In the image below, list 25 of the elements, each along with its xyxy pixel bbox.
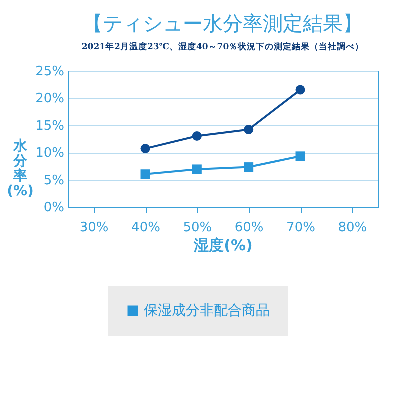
- x-tick-label: 60%: [234, 220, 264, 236]
- y-tick-label: 0%: [44, 200, 64, 216]
- point: [296, 152, 306, 162]
- point: [192, 164, 202, 174]
- y-axis-title: 水分率(%): [7, 138, 34, 200]
- legend-label: 保湿成分非配合商品: [144, 303, 270, 319]
- y-tick-label: 20%: [36, 92, 64, 107]
- point: [296, 85, 306, 95]
- point: [244, 162, 254, 172]
- x-tick-label: 30%: [80, 220, 109, 236]
- x-tick-label: 50%: [183, 220, 212, 236]
- point: [244, 125, 254, 134]
- y-tick-label: 25%: [36, 64, 64, 80]
- x-axis-title: 湿度(%): [193, 236, 253, 254]
- point: [192, 132, 202, 142]
- x-tick-label: 70%: [286, 220, 316, 236]
- chart-subtitle: 2021年2月温度23℃、湿度40～70％状況下の測定結果（当社調べ）: [82, 42, 364, 52]
- y-tick-label: 15%: [36, 118, 64, 134]
- y-tick-label: 10%: [36, 146, 64, 162]
- x-tick-label: 80%: [338, 220, 368, 236]
- x-tick-label: 40%: [132, 220, 160, 236]
- chart-title: 【ティシュー水分率測定結果】: [83, 12, 363, 36]
- point: [140, 170, 150, 180]
- y-tick-label: 5%: [44, 173, 64, 188]
- point: [140, 144, 150, 154]
